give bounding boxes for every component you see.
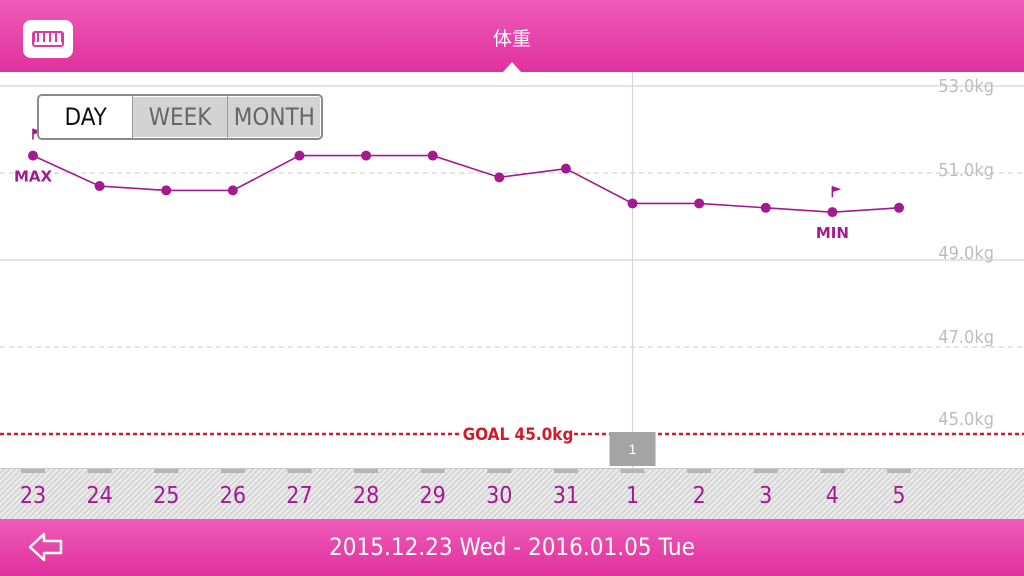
date-tick: [87, 469, 112, 473]
back-arrow-icon[interactable]: [28, 531, 64, 563]
date-label-1: 1: [626, 483, 639, 509]
date-label-29: 29: [420, 483, 446, 509]
top-bar: 体重: [0, 0, 1024, 72]
date-label-28: 28: [353, 483, 379, 509]
period-toggle[interactable]: DAY WEEK MONTH: [37, 94, 323, 140]
data-point-25: [161, 185, 172, 196]
date-tick: [21, 469, 45, 473]
data-point-5: [894, 202, 904, 213]
cursor-tab-label: 1: [629, 441, 637, 457]
data-point-24: [94, 181, 105, 192]
data-point-26: [227, 185, 238, 196]
weight-series-line: [32, 154, 900, 213]
date-label-23: 23: [20, 483, 46, 509]
date-label-3: 3: [759, 483, 772, 509]
date-tick: [354, 469, 379, 473]
date-tick: [553, 469, 578, 473]
data-point-23: [28, 150, 38, 161]
date-label-26: 26: [220, 483, 246, 509]
date-label-31: 31: [553, 483, 579, 509]
bottom-bar: 2015.12.23 Wed - 2016.01.05 Tue: [0, 519, 1024, 576]
y-axis-label-53: 53.0kg: [938, 76, 994, 97]
max-label: MAX: [14, 168, 53, 186]
data-point-31: [560, 163, 571, 174]
goal-label-bg: [462, 422, 574, 444]
title-pointer: [503, 62, 521, 72]
date-tick: [687, 469, 712, 473]
weight-chart: GOAL 45.0kg 1 MAX MIN: [0, 72, 1024, 468]
date-tick: [220, 469, 245, 473]
date-label-24: 24: [86, 483, 112, 509]
date-tick: [420, 469, 445, 473]
data-point-28: [361, 150, 372, 161]
data-point-3: [760, 202, 771, 213]
goal-label: GOAL 45.0kg: [463, 425, 574, 445]
min-label: MIN: [816, 224, 849, 242]
toggle-day[interactable]: DAY: [39, 96, 133, 138]
toggle-week[interactable]: WEEK: [132, 96, 226, 138]
min-flag-icon: [832, 186, 842, 193]
date-label-2: 2: [693, 483, 706, 509]
data-point-29: [427, 150, 438, 161]
scale-menu-button[interactable]: [23, 20, 73, 58]
scale-icon: [32, 31, 64, 47]
date-label-4: 4: [826, 483, 839, 509]
page-title: 体重: [492, 28, 531, 50]
date-tick: [620, 469, 645, 473]
date-tick: [887, 469, 911, 473]
date-label-30: 30: [486, 483, 512, 509]
date-tick: [753, 469, 778, 473]
y-axis-label-49: 49.0kg: [938, 243, 994, 264]
date-range: 2015.12.23 Wed - 2016.01.05 Tue: [329, 533, 695, 561]
date-axis-labels: 23 24 25 26 27 28 29 30 31 1 2 3 4 5: [20, 469, 911, 509]
date-tick: [487, 469, 512, 473]
data-point-30: [494, 172, 505, 183]
data-point-27: [294, 150, 305, 161]
data-point-2: [694, 198, 705, 209]
date-tick: [287, 469, 312, 473]
y-axis-label-51: 51.0kg: [938, 160, 994, 181]
data-point-4: [827, 207, 838, 218]
date-label-5: 5: [892, 483, 905, 509]
y-axis-label-45: 45.0kg: [938, 409, 994, 430]
date-axis[interactable]: 23 24 25 26 27 28 29 30 31 1 2 3 4 5: [0, 468, 1024, 520]
y-axis-label-47: 47.0kg: [938, 327, 994, 348]
date-label-27: 27: [286, 483, 312, 509]
date-label-25: 25: [153, 483, 179, 509]
date-tick: [820, 469, 845, 473]
date-tick: [154, 469, 179, 473]
data-point-1: [627, 198, 638, 209]
cursor-tab: [609, 432, 656, 466]
toggle-month[interactable]: MONTH: [226, 96, 321, 138]
